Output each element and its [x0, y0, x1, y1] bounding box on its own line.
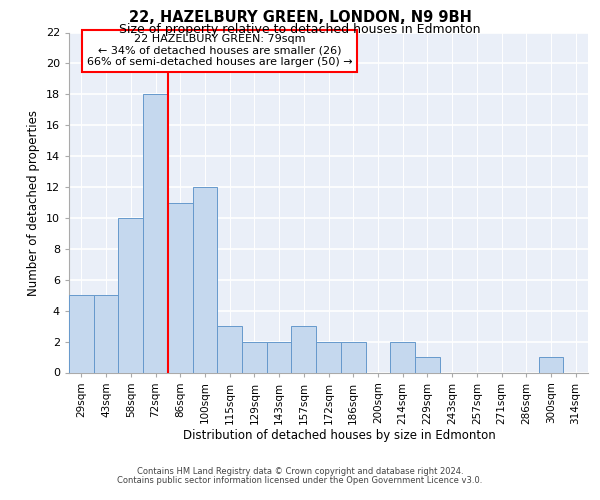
Text: Distribution of detached houses by size in Edmonton: Distribution of detached houses by size …	[182, 430, 496, 442]
Text: Contains public sector information licensed under the Open Government Licence v3: Contains public sector information licen…	[118, 476, 482, 485]
Bar	[118, 218, 143, 372]
Text: 22, HAZELBURY GREEN, LONDON, N9 9BH: 22, HAZELBURY GREEN, LONDON, N9 9BH	[128, 10, 472, 25]
Bar	[390, 342, 415, 372]
Bar	[143, 94, 168, 372]
Bar	[94, 295, 118, 372]
Bar	[292, 326, 316, 372]
Bar	[217, 326, 242, 372]
Text: 22 HAZELBURY GREEN: 79sqm
← 34% of detached houses are smaller (26)
66% of semi-: 22 HAZELBURY GREEN: 79sqm ← 34% of detac…	[86, 34, 352, 68]
Bar	[539, 357, 563, 372]
Bar	[193, 187, 217, 372]
Y-axis label: Number of detached properties: Number of detached properties	[27, 110, 40, 296]
Bar	[168, 202, 193, 372]
Bar	[341, 342, 365, 372]
Bar	[316, 342, 341, 372]
Bar	[267, 342, 292, 372]
Text: Contains HM Land Registry data © Crown copyright and database right 2024.: Contains HM Land Registry data © Crown c…	[137, 467, 463, 476]
Text: Size of property relative to detached houses in Edmonton: Size of property relative to detached ho…	[119, 22, 481, 36]
Bar	[242, 342, 267, 372]
Bar	[69, 295, 94, 372]
Bar	[415, 357, 440, 372]
